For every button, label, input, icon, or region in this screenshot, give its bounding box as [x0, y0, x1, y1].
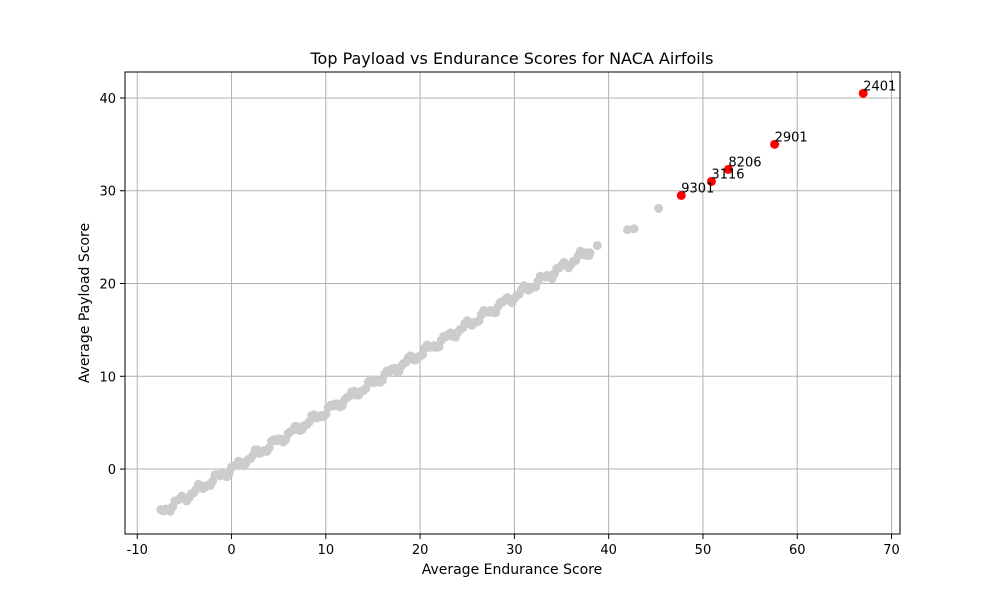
point-annotation: 3116: [711, 167, 744, 182]
x-axis-label: Average Endurance Score: [422, 562, 603, 578]
chart-title: Top Payload vs Endurance Scores for NACA…: [309, 49, 713, 68]
point-annotation: 9301: [681, 181, 714, 196]
highlighted-point: [723, 164, 733, 174]
y-tick-label: 0: [108, 463, 116, 478]
axis-ticks: -10 0 10 20 30 40 50 60 70 0 10 20 30 40: [99, 92, 899, 558]
highlighted-point: [770, 139, 780, 149]
y-tick-label: 40: [99, 92, 116, 107]
highlighted-point: [676, 190, 686, 200]
x-tick-label: -10: [127, 543, 148, 558]
point-annotation: 2901: [775, 130, 808, 145]
y-tick-label: 30: [99, 185, 116, 200]
x-tick-label: 0: [227, 543, 235, 558]
x-tick-label: 50: [695, 543, 712, 558]
x-tick-label: 60: [789, 543, 806, 558]
grid: [125, 72, 900, 534]
x-tick-label: 70: [883, 543, 900, 558]
highlighted-point: [858, 88, 868, 98]
x-tick-label: 30: [506, 543, 523, 558]
background-point: [580, 248, 590, 258]
background-point: [654, 203, 664, 213]
point-annotation: 8206: [728, 155, 761, 170]
plot-area-frame: [124, 71, 901, 535]
background-point: [629, 224, 639, 234]
x-tick-label: 10: [318, 543, 335, 558]
y-axis-label: Average Payload Score: [77, 223, 93, 383]
y-tick-label: 20: [99, 278, 116, 293]
x-tick-label: 20: [412, 543, 429, 558]
point-annotation: 2401: [863, 79, 896, 94]
background-point: [592, 240, 602, 250]
background-point: [623, 225, 633, 235]
background-points: [156, 203, 664, 516]
highlighted-point: [706, 176, 716, 186]
background-point: [321, 409, 331, 419]
y-tick-label: 10: [99, 370, 116, 385]
x-tick-label: 40: [600, 543, 617, 558]
